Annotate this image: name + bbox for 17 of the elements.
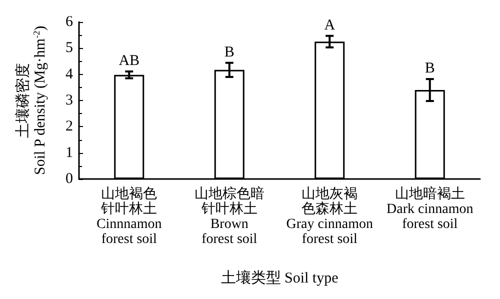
y-tick-label: 6 <box>66 14 74 30</box>
y-tick-label: 1 <box>66 144 73 161</box>
y-axis-title: 土壤磷密度 Soil P density (Mg·hm-2) <box>14 26 48 176</box>
y-tick-label: 3 <box>66 92 73 108</box>
annotation: B <box>424 60 435 77</box>
y-tick-label: 5 <box>66 40 73 56</box>
y-tick-label: 0 <box>66 171 73 187</box>
x-axis-title: 土壤类型 Soil type <box>220 270 339 286</box>
annotation: A <box>324 17 336 34</box>
y-tick-label: 4 <box>66 66 74 82</box>
annotation: AB <box>118 52 140 69</box>
annotation: B <box>224 44 234 60</box>
x-tick-label: 山地暗褐土 Dark cinnamon forest soil <box>386 186 474 232</box>
x-tick-label: 山地褐色针叶林土 Cinnnamon forest soil <box>96 186 162 247</box>
y-tick-label: 2 <box>66 118 73 135</box>
x-tick-label: 山地棕色暗针叶林土 Brown forest soil <box>194 186 264 247</box>
x-tick-label: 山地灰褐色森林土 Gray cinnamon forest soil <box>286 186 373 247</box>
